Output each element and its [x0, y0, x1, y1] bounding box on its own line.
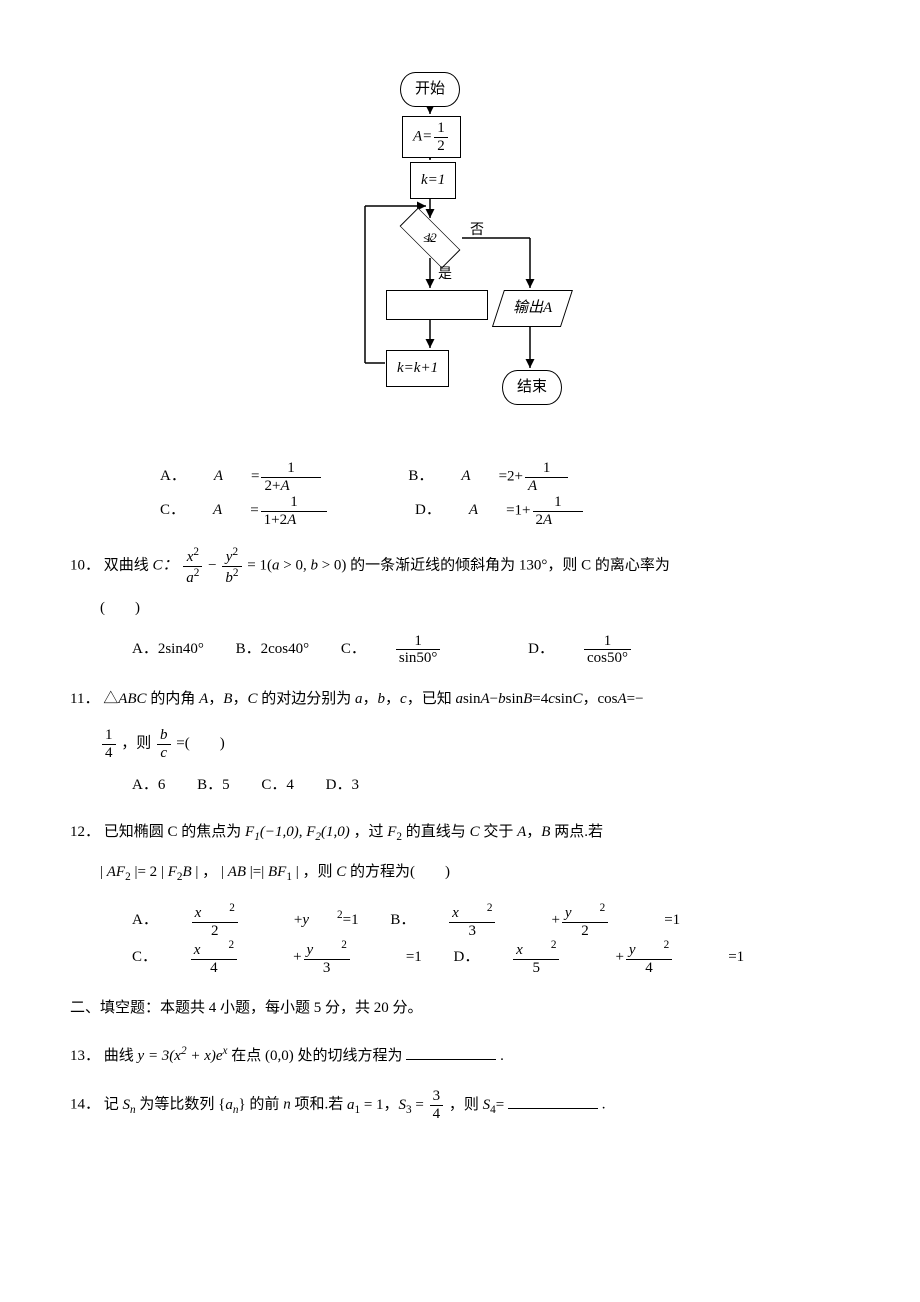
- fc-output: 输出A: [492, 290, 573, 327]
- q14-pre: 记 Sn 为等比数列 {an} 的前 n 项和.若: [104, 1097, 347, 1113]
- q12-opt-a: A． x22+y2=1: [132, 902, 359, 939]
- q14-mid: ，则 S4=: [449, 1097, 504, 1113]
- q10-opt-b: B．2cos40°: [236, 635, 310, 664]
- q12-num: 12．: [70, 824, 100, 840]
- q12-mid1: ，过 F2 的直线与 C 交于 A，B 两点.若: [353, 824, 602, 840]
- q13-end: .: [500, 1048, 504, 1064]
- flowchart: 开始 A=12 k=1 k≤2 否 是 输出A k=k+1 结束: [330, 70, 590, 430]
- q11-pre: △ABC 的内角 A，B，C 的对边分别为 a，b，c，已知 asinA−bsi…: [103, 691, 643, 707]
- q12-d-label: D．: [454, 943, 480, 972]
- q12-pre: 已知椭圆 C 的焦点为: [104, 824, 245, 840]
- q9-opt-b: B．A=2+1A: [408, 460, 652, 494]
- q11: 11． △ABC 的内角 A，B，C 的对边分别为 a，b，c，已知 asinA…: [70, 685, 850, 800]
- fc-blank: [386, 290, 488, 320]
- q10-opt-a: A．2sin40°: [132, 635, 204, 664]
- q14: 14． 记 Sn 为等比数列 {an} 的前 n 项和.若 a1 = 1，S3 …: [70, 1088, 850, 1122]
- q10-cond: 的一条渐近线的倾斜角为 130°，则 C 的离心率为: [350, 557, 670, 573]
- label-d: D．: [415, 496, 441, 525]
- q10-paren: ( ): [70, 594, 850, 623]
- q11-opt-a: A．6: [132, 771, 165, 800]
- fc-init-a: A=12: [402, 116, 461, 158]
- q13-post: 处的切线方程为: [298, 1048, 403, 1064]
- q10-label: C：: [153, 557, 178, 573]
- q12-opt-b: B． x23+y22=1: [390, 902, 680, 939]
- fc-output-text: 输出A: [513, 300, 552, 316]
- q12-a-label: A．: [132, 906, 158, 935]
- q10-pre: 双曲线: [104, 557, 153, 573]
- fc-start: 开始: [400, 72, 460, 107]
- q12-c-label: C．: [132, 943, 157, 972]
- q13: 13． 曲线 y = 3(x2 + x)ex 在点 (0,0) 处的切线方程为 …: [70, 1041, 850, 1071]
- q12-cond2: | AB |=| BF1 |: [221, 864, 299, 880]
- q11-opt-d: D．3: [326, 771, 359, 800]
- q13-pre: 曲线: [104, 1048, 138, 1064]
- q13-num: 13．: [70, 1048, 100, 1064]
- q10-c-label: C．: [341, 635, 366, 664]
- q11-mid: ，则: [121, 735, 155, 751]
- q9-opt-c: C．A=11+2A: [160, 494, 383, 528]
- q13-pt: (0,0): [265, 1048, 294, 1064]
- q11-eq: =( ): [176, 735, 224, 751]
- q9-opt-d: D．A=1+12A: [415, 494, 667, 528]
- fc-end: 结束: [502, 370, 562, 405]
- label-a: A．: [160, 462, 186, 491]
- q14-blank: [508, 1093, 598, 1109]
- q12-b-label: B．: [390, 906, 415, 935]
- label-b: B．: [408, 462, 433, 491]
- q9-options: A．A=12+A B．A=2+1A C．A=11+2A D．A=1+12A: [70, 460, 850, 528]
- q12-cond1: | AF2 |= 2 | F2B |: [100, 864, 198, 880]
- q11-opt-b: B．5: [197, 771, 230, 800]
- q10-opt-d: D．1cos50°: [528, 633, 687, 667]
- q9-opt-a: A．A=12+A: [160, 460, 377, 494]
- q10-num: 10．: [70, 557, 100, 573]
- q14-num: 14．: [70, 1097, 100, 1113]
- fc-init-k: k=1: [410, 162, 456, 199]
- q14-end: .: [602, 1097, 606, 1113]
- q11-num: 11．: [70, 691, 99, 707]
- q11-opt-c: C．4: [261, 771, 294, 800]
- fc-cond: k≤2: [400, 218, 460, 258]
- q13-blank: [406, 1044, 496, 1060]
- q13-func: y = 3(x2 + x)ex: [138, 1048, 228, 1064]
- q12-opt-d: D． x25+y24=1: [454, 939, 745, 976]
- q12-opt-c: C． x24+y23=1: [132, 939, 422, 976]
- q14-cond: a1 = 1，S3 = 34: [347, 1097, 445, 1113]
- q10-opt-c: C．1sin50°: [341, 633, 497, 667]
- fc-yes: 是: [438, 262, 452, 289]
- q10: 10． 双曲线 C： x2a2 − y2b2 = 1(a > 0, b > 0)…: [70, 546, 850, 667]
- q10-d-label: D．: [528, 635, 554, 664]
- q12-comma: ，: [202, 864, 217, 880]
- q12-mid2: ，则 C 的方程为( ): [302, 864, 450, 880]
- q12-foci: F1(−1,0), F2(1,0): [245, 824, 350, 840]
- fc-no: 否: [470, 218, 484, 245]
- q13-mid: 在点: [231, 1048, 265, 1064]
- q12: 12． 已知椭圆 C 的焦点为 F1(−1,0), F2(1,0) ，过 F2 …: [70, 818, 850, 977]
- fc-inc: k=k+1: [386, 350, 449, 387]
- label-c: C．: [160, 496, 185, 525]
- section-2-heading: 二、填空题：本题共 4 小题，每小题 5 分，共 20 分。: [70, 994, 850, 1023]
